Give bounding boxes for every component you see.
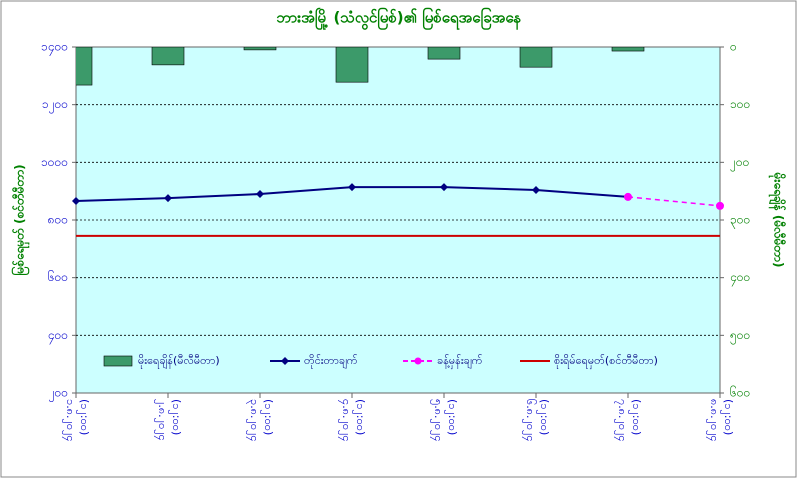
x-tick-label: (၁၂:၀၀)	[444, 399, 459, 435]
y-tick-label: ၁၀၀၀	[41, 155, 68, 169]
bar	[243, 47, 277, 51]
y-tick-label: ၈၀၀	[48, 213, 68, 227]
x-tick-label: (၁၂:၀၀)	[260, 399, 275, 435]
bar	[76, 47, 93, 86]
legend-label: တိုင်းတာချက်	[304, 354, 358, 369]
x-tick-label: ၆.၈.၂၀၂၄	[522, 399, 537, 442]
x-tick-label: ၇.၈.၂၀၂၄	[614, 399, 629, 442]
x-tick-label: ၁.၈.၂၀၂၄	[62, 399, 77, 442]
y-tick-label: ၁၂၀၀	[42, 97, 68, 114]
x-tick-label: (၁၂:၀၀)	[352, 399, 367, 435]
y2-tick-label: ၅၀၀	[730, 328, 750, 345]
x-tick-label: ၈.၈.၂၀၂၄	[706, 399, 721, 442]
legend-label: စိုးရိမ်ရေမှတ်(စင်တီမီတာ)	[554, 354, 658, 369]
line	[627, 196, 721, 207]
legend-marker	[414, 357, 422, 365]
plot-clip	[76, 47, 645, 86]
point	[256, 190, 264, 199]
bar	[335, 47, 369, 83]
bar	[611, 47, 645, 52]
bar	[519, 47, 553, 68]
y2-tick-label: ၁၀၀	[730, 97, 750, 111]
legend-label: မိုးရေချိန်(မီလီမီတာ)	[138, 354, 220, 369]
point	[72, 196, 80, 205]
y-tick-label: ၄၀၀	[48, 328, 68, 345]
y2-tick-label: ၆၀၀	[730, 385, 750, 400]
point	[348, 183, 356, 192]
point	[716, 201, 724, 210]
y-axis-title: မြစ်ရေမှတ် (စင်တီမီတာ)	[10, 164, 31, 275]
y2-tick-label: ၄၀၀	[730, 270, 750, 287]
y2-tick-label: ၀	[730, 40, 737, 54]
x-tick-label: ၅.၈.၂၀၂၄	[430, 399, 445, 442]
x-tick-label: ၂.၈.၂၀၂၄	[154, 399, 169, 441]
y2-axis-title: မိုးရေချိန် (မီလီမီတာ)	[768, 172, 788, 268]
x-tick-label: (၁၂:၀၀)	[76, 399, 91, 435]
legend-label: ခန့်မှန်းချက်	[437, 354, 483, 369]
point	[440, 183, 448, 192]
y2-tick-label: ၃၀၀	[730, 213, 750, 230]
x-tick-label: (၁၂:၀၀)	[628, 399, 643, 435]
bar	[427, 47, 461, 60]
bar	[151, 47, 185, 66]
legend-swatch	[103, 355, 133, 367]
point	[532, 186, 540, 195]
x-tick-label: ၃.၈.၂၀၂၄	[246, 399, 261, 442]
y2-tick-label: ၂၀၀	[730, 155, 749, 172]
y-tick-label: ၆၀၀	[48, 269, 68, 284]
x-tick-label: (၁၂:၀၀)	[536, 399, 551, 435]
x-tick-label: ၄.၈.၂၀၂၄	[338, 399, 353, 442]
point	[624, 192, 632, 201]
y-tick-label: ၂၀၀	[49, 386, 68, 403]
x-tick-label: (၁၂:၀၀)	[168, 399, 183, 435]
legend-marker	[281, 357, 289, 365]
x-tick-label: (၁၂:၀၀)	[720, 399, 735, 435]
point	[164, 194, 172, 203]
y-tick-label: ၁၄၀၀	[41, 40, 68, 57]
